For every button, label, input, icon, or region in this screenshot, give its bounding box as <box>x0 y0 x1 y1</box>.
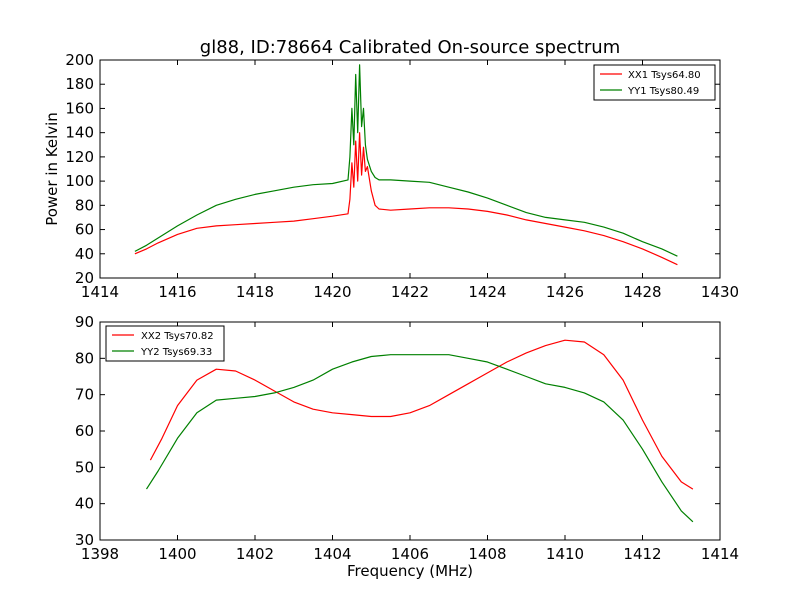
y-tick-label: 40 <box>75 495 94 513</box>
legend-label-xx1: XX1 Tsys64.80 <box>628 70 701 81</box>
top-legend: XX1 Tsys64.80 YY1 Tsys80.49 <box>593 64 716 101</box>
x-tick-label: 1428 <box>623 283 661 301</box>
y-tick-label: 90 <box>75 313 94 331</box>
y-tick-label: 100 <box>65 172 94 190</box>
x-tick-label: 1420 <box>313 283 351 301</box>
y-tick-label: 60 <box>75 422 94 440</box>
x-tick-label: 1400 <box>158 545 196 563</box>
top-chart-panel: gl88, ID:78664 Calibrated On-source spec… <box>43 37 739 301</box>
x-tick-label: 1404 <box>313 545 351 563</box>
x-tick-label: 1416 <box>158 283 196 301</box>
y-tick-label: 160 <box>65 99 94 117</box>
x-tick-label: 1430 <box>701 283 739 301</box>
x-tick-label: 1410 <box>546 545 584 563</box>
legend-label-yy2: YY2 Tsys69.33 <box>140 347 212 358</box>
x-tick-label: 1422 <box>391 283 429 301</box>
bottom-axis-ticks: 1398 1400 1402 1404 1406 1408 1410 1412 1414 30 40… <box>75 313 739 563</box>
legend-label-xx2: XX2 Tsys70.82 <box>141 331 214 342</box>
y-tick-label: 20 <box>75 269 94 287</box>
y-tick-label: 80 <box>75 349 94 367</box>
top-series-layer <box>134 64 678 266</box>
bottom-series-layer <box>145 339 694 523</box>
x-tick-label: 1418 <box>236 283 274 301</box>
x-axis-label: Frequency (MHz) <box>347 562 473 580</box>
x-tick-label: 1414 <box>81 283 119 301</box>
x-tick-label: 1412 <box>623 545 661 563</box>
x-tick-label: 1424 <box>468 283 506 301</box>
top-legend-box <box>593 64 716 101</box>
y-tick-label: 70 <box>75 386 94 404</box>
chart-title: gl88, ID:78664 Calibrated On-source spec… <box>200 37 620 58</box>
x-tick-label: 1426 <box>546 283 584 301</box>
y-tick-label: 140 <box>65 124 94 142</box>
y-tick-label: 40 <box>75 245 94 263</box>
y-tick-label: 120 <box>65 148 94 166</box>
x-tick-label: 1402 <box>236 545 274 563</box>
x-tick-label: 1398 <box>81 545 119 563</box>
bottom-legend-box <box>105 325 225 362</box>
legend-label-yy1: YY1 Tsys80.49 <box>627 86 699 97</box>
y-tick-label: 60 <box>75 221 94 239</box>
y-tick-label: 30 <box>75 531 94 549</box>
bottom-chart-panel: 1398 1400 1402 1404 1406 1408 1410 1412 1414 30 40… <box>75 313 739 580</box>
series-line-yy2 <box>145 354 694 523</box>
y-tick-label: 80 <box>75 196 94 214</box>
x-tick-label: 1406 <box>391 545 429 563</box>
series-line-xx1 <box>134 132 678 266</box>
y-tick-label: 50 <box>75 458 94 476</box>
bottom-legend: XX2 Tsys70.82 YY2 Tsys69.33 <box>105 325 225 362</box>
x-tick-label: 1408 <box>468 545 506 563</box>
y-axis-label: Power in Kelvin <box>43 112 61 226</box>
top-axis-ticks: 1414 1416 1418 1420 1422 1424 1426 1428 1430 20 40… <box>65 51 739 301</box>
y-tick-label: 200 <box>65 51 94 69</box>
y-tick-label: 180 <box>65 75 94 93</box>
series-line-yy1 <box>134 64 678 257</box>
x-tick-label: 1414 <box>701 545 739 563</box>
series-line-xx2 <box>149 339 694 490</box>
